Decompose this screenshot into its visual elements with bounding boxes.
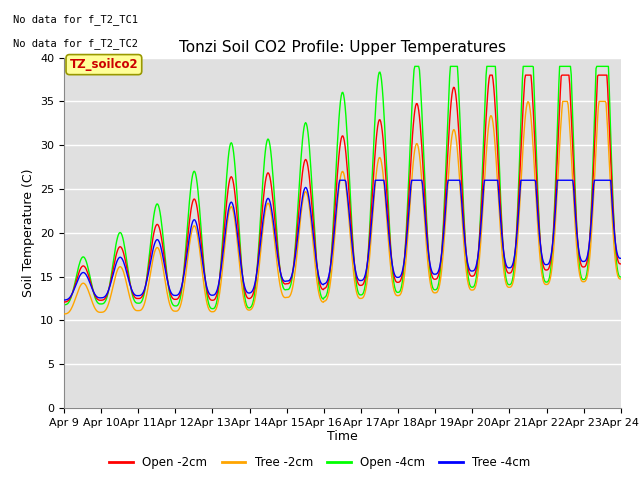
Y-axis label: Soil Temperature (C): Soil Temperature (C) (22, 168, 35, 297)
Tree -2cm (214, 302, 221, 308)
Tree -2cm (60, 311, 68, 317)
Tree -2cm (127, 300, 135, 306)
Open -4cm (70, 284, 78, 289)
Open -4cm (127, 288, 135, 293)
Tree -4cm (617, 255, 625, 261)
X-axis label: Time: Time (327, 431, 358, 444)
Tree -4cm (127, 286, 135, 292)
Tree -4cm (60, 297, 68, 303)
Legend: Open -2cm, Tree -2cm, Open -4cm, Tree -4cm: Open -2cm, Tree -2cm, Open -4cm, Tree -4… (105, 452, 535, 474)
Tree -4cm (428, 266, 435, 272)
Tree -2cm (410, 152, 418, 158)
Open -2cm (60, 299, 68, 305)
Open -2cm (486, 72, 494, 78)
Text: TZ_soilco2: TZ_soilco2 (70, 58, 138, 71)
Open -4cm (184, 217, 192, 223)
Open -4cm (209, 306, 216, 312)
Tree -2cm (426, 280, 434, 286)
Open -4cm (428, 282, 436, 288)
Line: Tree -2cm: Tree -2cm (64, 101, 621, 314)
Tree -2cm (70, 300, 78, 305)
Title: Tonzi Soil CO2 Profile: Upper Temperatures: Tonzi Soil CO2 Profile: Upper Temperatur… (179, 40, 506, 55)
Line: Open -4cm: Open -4cm (64, 66, 621, 309)
Open -2cm (426, 265, 434, 271)
Open -2cm (184, 232, 192, 238)
Line: Open -2cm: Open -2cm (64, 75, 621, 302)
Tree -2cm (559, 98, 566, 104)
Tree -4cm (70, 287, 78, 292)
Open -4cm (60, 302, 68, 308)
Open -4cm (617, 274, 625, 280)
Tree -2cm (617, 276, 625, 282)
Tree -4cm (184, 244, 192, 250)
Open -2cm (127, 287, 135, 292)
Open -2cm (617, 261, 625, 267)
Open -2cm (410, 114, 418, 120)
Tree -2cm (184, 254, 192, 260)
Open -2cm (70, 286, 78, 291)
Tree -4cm (336, 178, 344, 183)
Open -4cm (411, 63, 419, 69)
Open -4cm (412, 63, 419, 69)
Line: Tree -4cm: Tree -4cm (64, 180, 621, 300)
Open -2cm (214, 290, 221, 296)
Text: No data for f_T2_TC1: No data for f_T2_TC1 (13, 14, 138, 25)
Open -4cm (214, 290, 222, 296)
Tree -4cm (411, 178, 419, 183)
Text: No data for f_T2_TC2: No data for f_T2_TC2 (13, 38, 138, 49)
Tree -4cm (214, 287, 221, 292)
